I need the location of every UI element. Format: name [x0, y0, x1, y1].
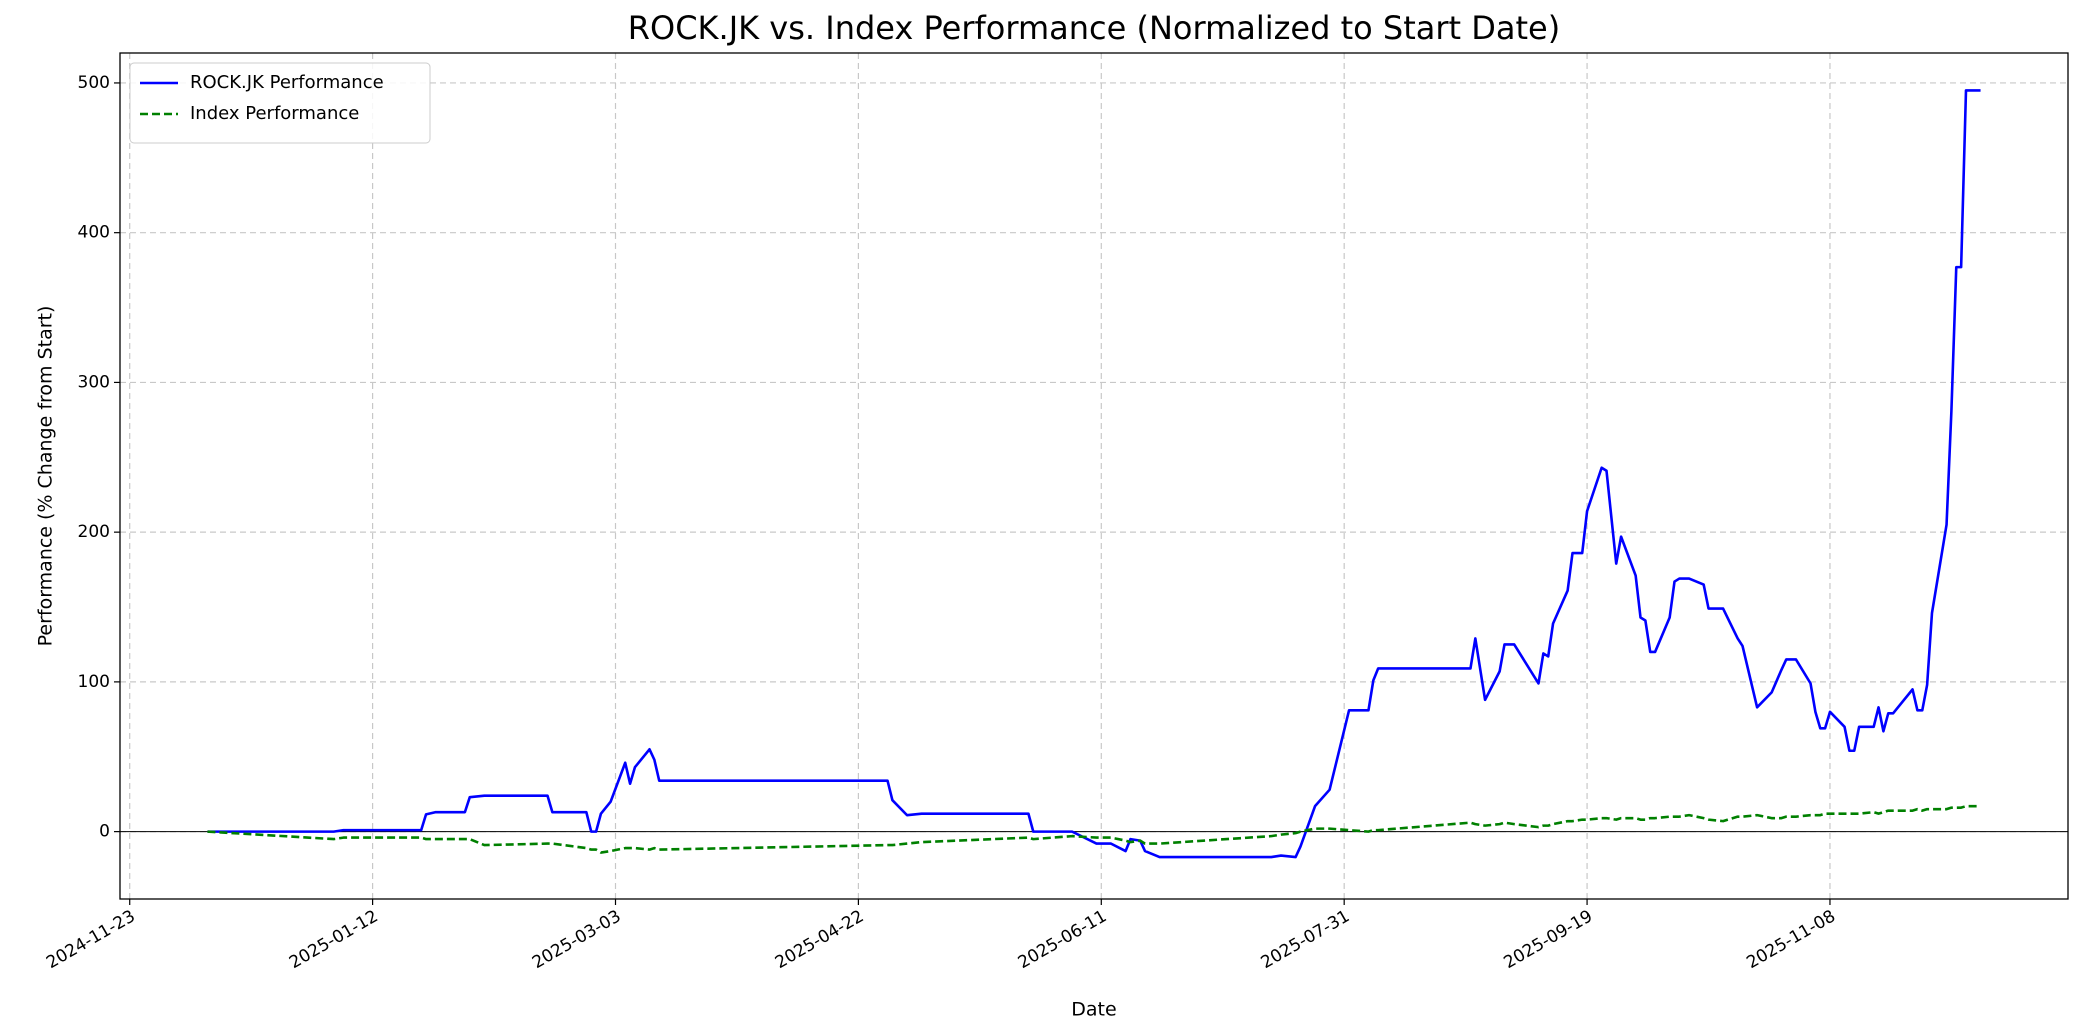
y-tick-label: 100: [78, 672, 110, 692]
plot-frame: [119, 52, 2069, 900]
legend-box: [129, 62, 431, 144]
legend: ROCK.JK Performance Index Performance: [129, 62, 431, 144]
legend-label: Index Performance: [190, 103, 359, 124]
series-line: [207, 89, 1981, 859]
y-tick-label: 500: [78, 73, 110, 93]
legend-label: ROCK.JK Performance: [190, 72, 384, 93]
chart-title: ROCK.JK vs. Index Performance (Normalize…: [628, 9, 1560, 47]
y-tick-label: 200: [78, 522, 110, 542]
y-tick-label: 300: [78, 372, 110, 392]
y-tick-label: 400: [78, 223, 110, 243]
series-line: [207, 804, 1981, 854]
y-axis-label: Performance (% Change from Start): [35, 306, 57, 647]
y-tick-label: 0: [99, 822, 110, 842]
x-axis-label: Date: [1071, 999, 1116, 1021]
